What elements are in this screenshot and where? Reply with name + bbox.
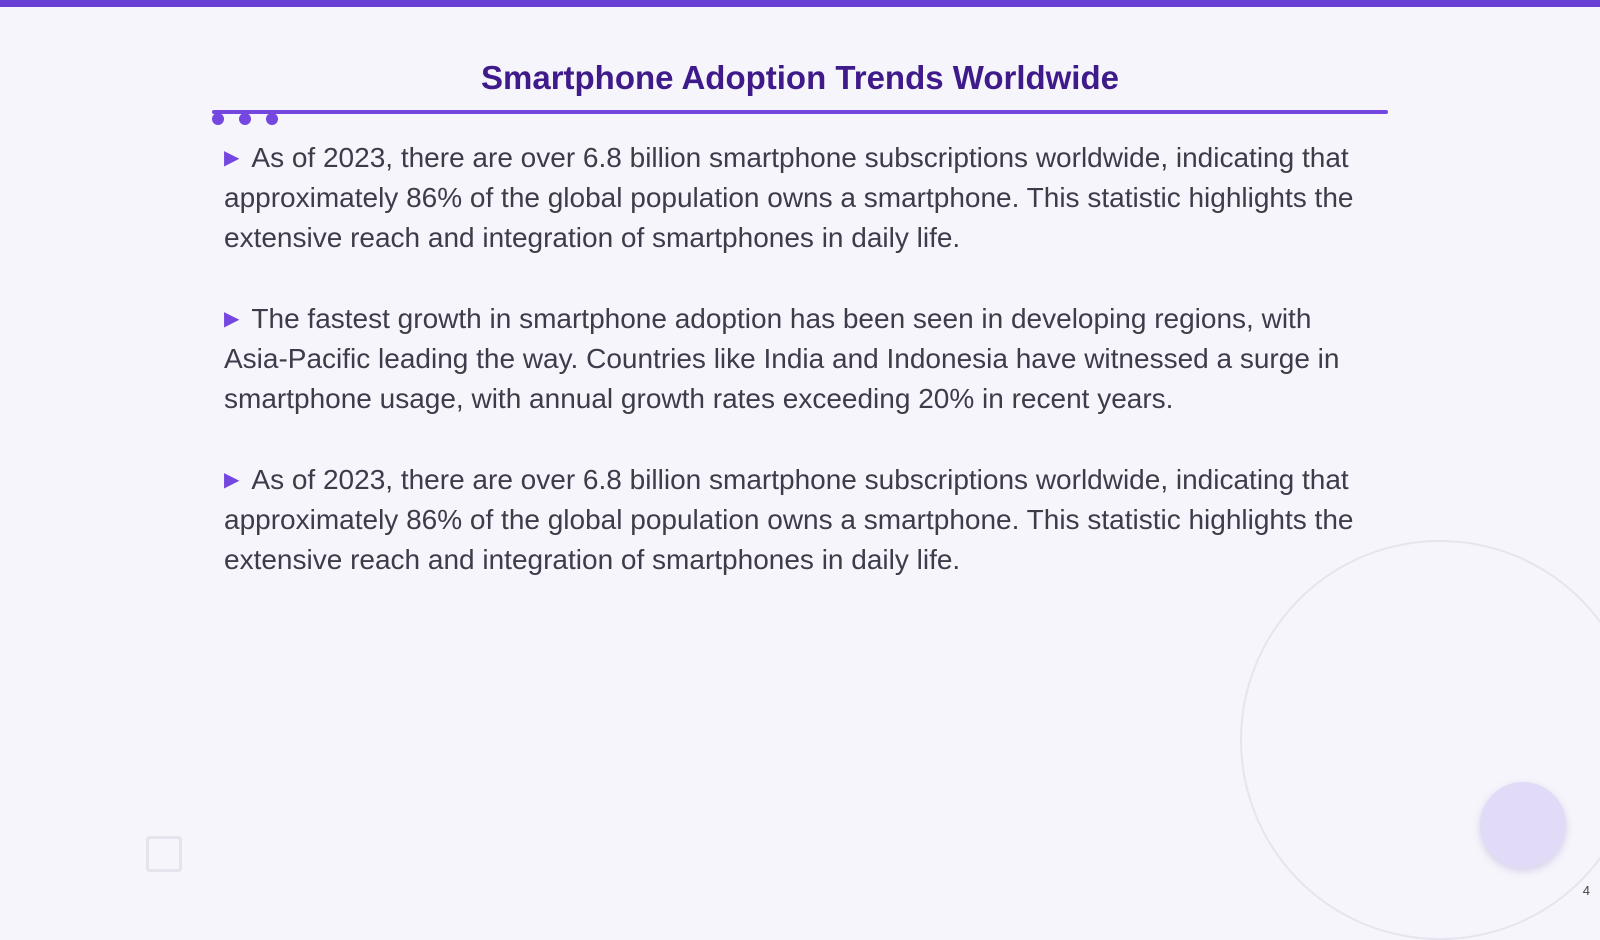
top-accent-bar <box>0 0 1600 7</box>
bullet-text: As of 2023, there are over 6.8 billion s… <box>224 464 1354 575</box>
triangle-right-icon: ▶ <box>224 147 240 169</box>
bullet-item: ▶ As of 2023, there are over 6.8 billion … <box>224 138 1374 258</box>
decor-dot <box>266 113 278 125</box>
triangle-right-icon: ▶ <box>224 308 240 330</box>
triangle-right-icon: ▶ <box>224 469 240 491</box>
bullet-list: ▶ As of 2023, there are over 6.8 billion … <box>224 138 1374 621</box>
decor-square-outline <box>146 836 182 872</box>
decor-dot <box>239 113 251 125</box>
decor-dot <box>212 113 224 125</box>
slide-title: Smartphone Adoption Trends Worldwide <box>480 59 1119 96</box>
bullet-text: The fastest growth in smartphone adoptio… <box>224 303 1340 414</box>
bullet-item: ▶ As of 2023, there are over 6.8 billion … <box>224 460 1374 580</box>
bullet-item: ▶ The fastest growth in smartphone adopti… <box>224 299 1374 419</box>
page-number: 4 <box>1582 883 1590 898</box>
bullet-text: As of 2023, there are over 6.8 billion s… <box>224 142 1354 253</box>
decor-circle-filled <box>1480 782 1566 868</box>
title-underline <box>212 110 1388 114</box>
